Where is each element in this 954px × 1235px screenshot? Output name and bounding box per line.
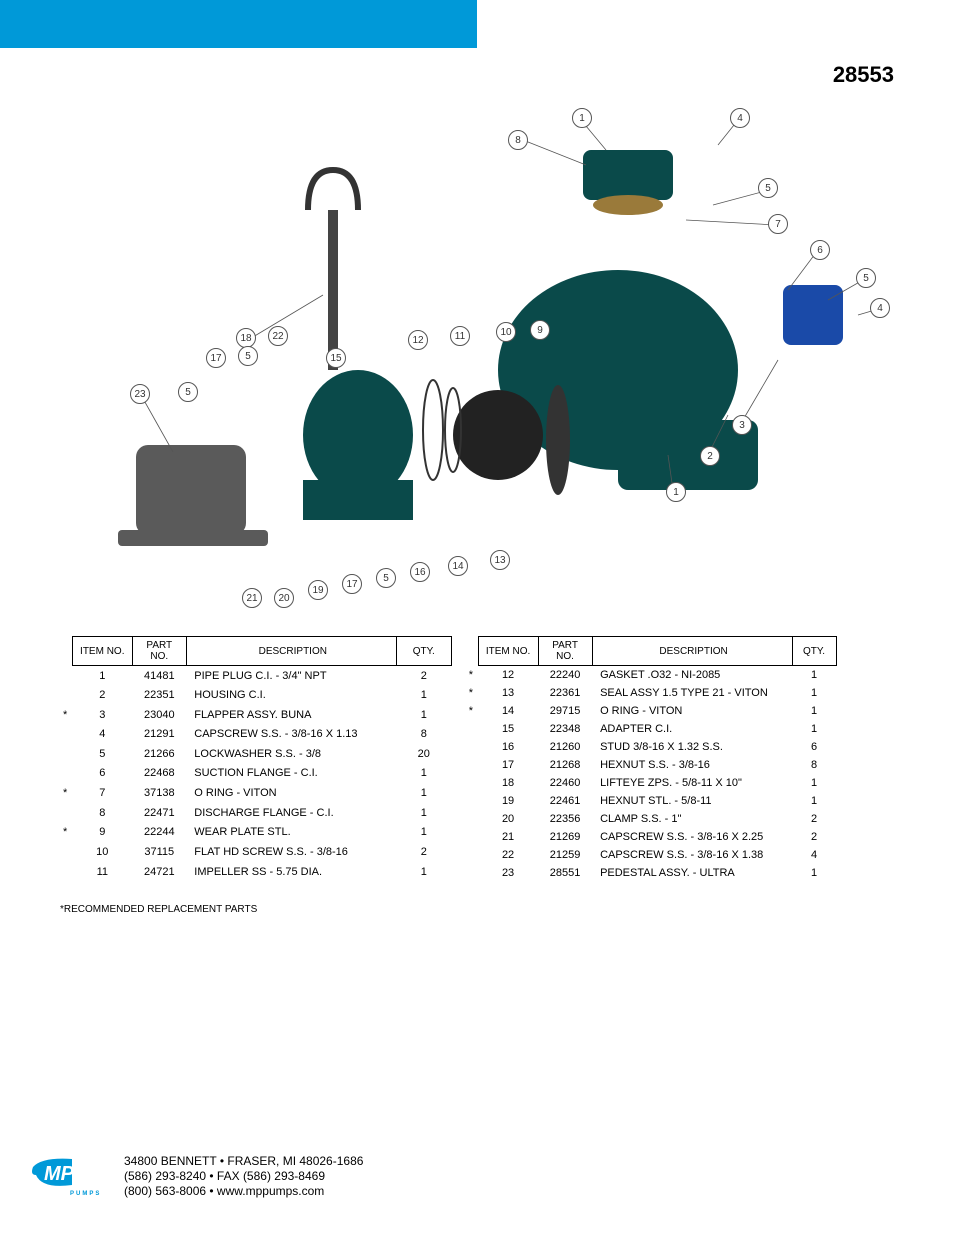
table-row: 1922461HEXNUT STL. - 5/8-111 [464,792,836,810]
table-row: 1721268HEXNUT S.S. - 3/8-168 [464,756,836,774]
footer-text: 34800 BENNETT • FRASER, MI 48026-1686 (5… [124,1154,363,1199]
table-row: *737138O RING - VITON1 [58,783,451,803]
table-row: *922244WEAR PLATE STL.1 [58,823,451,843]
callout-18: 18 [236,328,256,348]
th-desc: DESCRIPTION [186,637,396,666]
diagram-svg [58,90,896,620]
callout-17b: 17 [342,574,362,594]
mp-pumps-logo: MP PUMPS [30,1155,110,1199]
table-row: 1822460LIFTEYE ZPS. - 5/8-11 X 10"1 [464,774,836,792]
callout-22: 22 [268,326,288,346]
svg-text:PUMPS: PUMPS [70,1191,101,1197]
th-part: PART NO. [132,637,186,666]
th-part: PART NO. [538,637,592,666]
th-desc: DESCRIPTION [592,637,792,666]
table-row: 222351HOUSING C.I.1 [58,685,451,705]
table-row: *1322361SEAL ASSY 1.5 TYPE 21 - VITON1 [464,684,836,702]
callout-12: 12 [408,330,428,350]
document-number: 28553 [833,62,894,88]
callout-1b: 1 [666,482,686,502]
callout-9: 9 [530,320,550,340]
footer: MP PUMPS 34800 BENNETT • FRASER, MI 4802… [30,1154,363,1199]
callout-5c: 5 [238,346,258,366]
footer-line1: 34800 BENNETT • FRASER, MI 48026-1686 [124,1154,363,1169]
callout-17: 17 [206,348,226,368]
table-row: 141481PIPE PLUG C.I. - 3/4" NPT2 [58,666,451,686]
callout-15: 15 [326,348,346,368]
replacement-note: *RECOMMENDED REPLACEMENT PARTS [60,904,257,915]
callout-16: 16 [410,562,430,582]
callout-19: 19 [308,580,328,600]
callout-14: 14 [448,556,468,576]
table-row: 521266LOCKWASHER S.S. - 3/820 [58,744,451,764]
table-row: 1037115FLAT HD SCREW S.S. - 3/8-162 [58,842,451,862]
table-row: 1522348ADAPTER C.I.1 [464,720,836,738]
table-row: 2221259CAPSCREW S.S. - 3/8-16 X 1.384 [464,846,836,864]
th-item: ITEM NO. [478,637,538,666]
callout-2: 2 [700,446,720,466]
svg-text:MP: MP [44,1163,75,1185]
callout-5d: 5 [178,382,198,402]
callout-23: 23 [130,384,150,404]
exploded-diagram: 1 4 8 5 7 6 5 4 18 22 5 17 15 12 11 10 9… [58,90,896,620]
parts-table-1: ITEM NO. PART NO. DESCRIPTION QTY. 14148… [58,636,452,882]
table-row: 421291CAPSCREW S.S. - 3/8-16 X 1.138 [58,724,451,744]
parts-tables: ITEM NO. PART NO. DESCRIPTION QTY. 14148… [58,636,896,882]
table-row: 1124721IMPELLER SS - 5.75 DIA.1 [58,862,451,882]
table-row: 2022356CLAMP S.S. - 1"2 [464,810,836,828]
callout-6: 6 [810,240,830,260]
callout-5b: 5 [856,268,876,288]
callout-3: 3 [732,415,752,435]
table-row: 622468SUCTION FLANGE - C.I.1 [58,764,451,784]
callout-5e: 5 [376,568,396,588]
table-row: *1222240GASKET .O32 - NI-20851 [464,666,836,684]
callout-20: 20 [274,588,294,608]
callout-5: 5 [758,178,778,198]
footer-line2: (586) 293-8240 • FAX (586) 293-8469 [124,1169,363,1184]
callout-10: 10 [496,322,516,342]
th-qty: QTY. [396,637,451,666]
callout-4: 4 [730,108,750,128]
footer-line3: (800) 563-8006 • www.mppumps.com [124,1184,363,1199]
table-row: *323040FLAPPER ASSY. BUNA1 [58,705,451,725]
callout-11: 11 [450,326,470,346]
table-row: 2121269CAPSCREW S.S. - 3/8-16 X 2.252 [464,828,836,846]
callout-4b: 4 [870,298,890,318]
callout-1: 1 [572,108,592,128]
header-bar [0,0,477,48]
table-row: 822471DISCHARGE FLANGE - C.I.1 [58,803,451,823]
callout-8: 8 [508,130,528,150]
table-row: 1621260STUD 3/8-16 X 1.32 S.S.6 [464,738,836,756]
parts-table-2: ITEM NO. PART NO. DESCRIPTION QTY. *1222… [464,636,837,882]
callout-13: 13 [490,550,510,570]
callout-21: 21 [242,588,262,608]
callout-7: 7 [768,214,788,234]
th-item: ITEM NO. [72,637,132,666]
table-row: 2328551PEDESTAL ASSY. - ULTRA1 [464,864,836,882]
table-row: *1429715O RING - VITON1 [464,702,836,720]
th-qty: QTY. [792,637,836,666]
